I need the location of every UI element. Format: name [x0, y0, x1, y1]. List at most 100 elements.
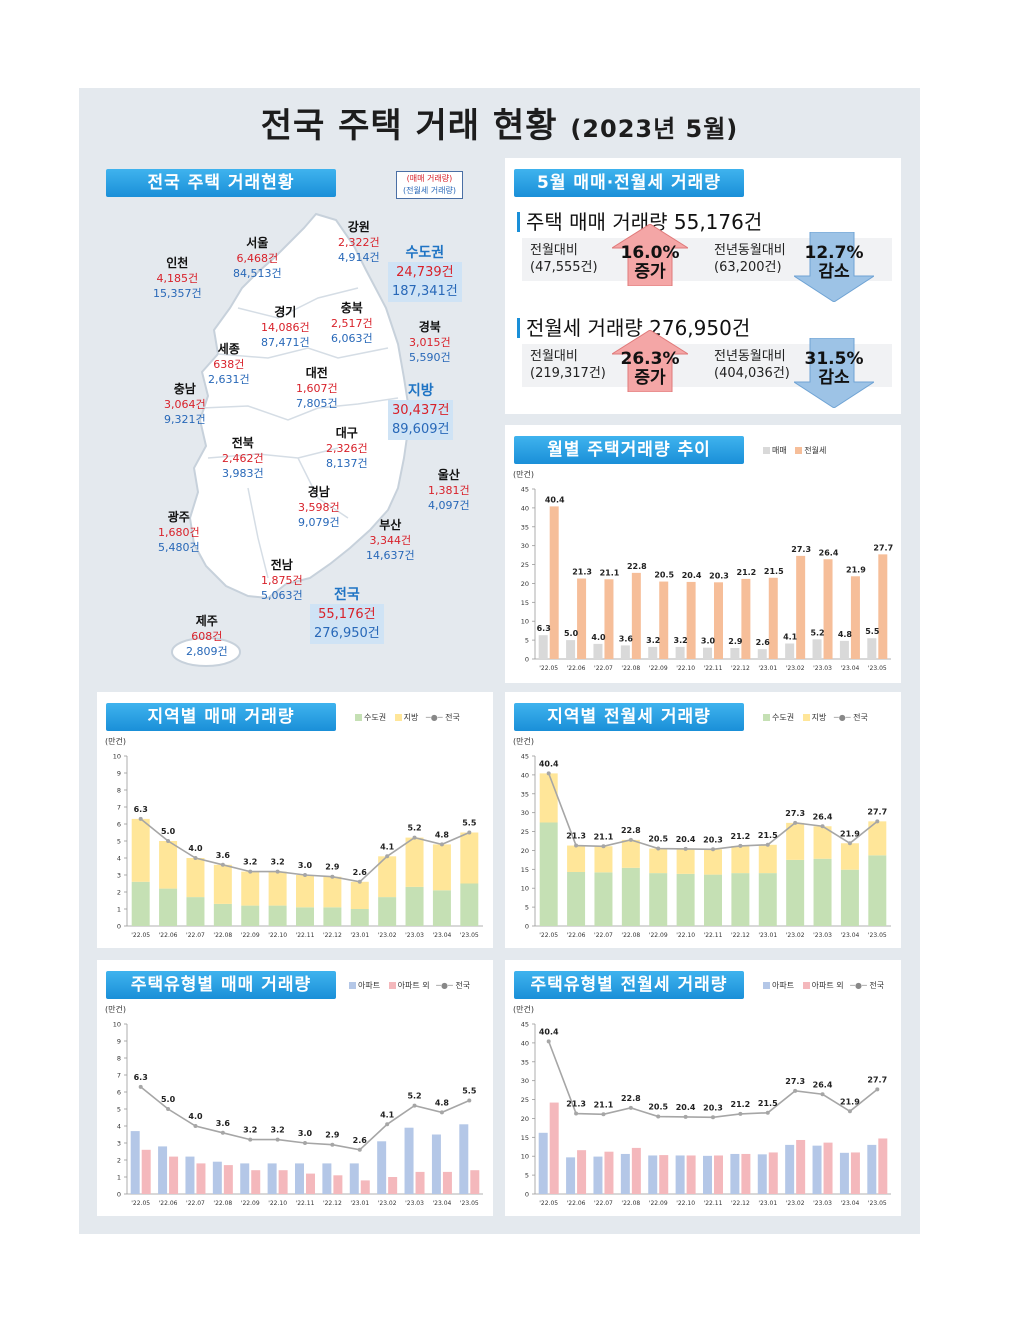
map-total-rent: 276,950건: [314, 626, 380, 641]
bar-수도권: [539, 822, 558, 926]
x-tick-label: '23.01: [758, 1200, 777, 1207]
total-data-label: 40.4: [539, 1027, 559, 1036]
total-point: [738, 1111, 743, 1116]
total-point: [467, 830, 472, 835]
x-tick-label: '22.07: [594, 932, 613, 939]
total-point: [574, 843, 579, 848]
total-point: [467, 1098, 472, 1103]
type-sale-chart-banner: 주택유형별 매매 거래량: [106, 971, 336, 999]
data-label-전월세: 27.7: [873, 543, 893, 552]
bar-아파트: [785, 1144, 795, 1194]
total-data-label: 26.4: [813, 812, 833, 821]
bar-아파트: [295, 1163, 304, 1194]
y-tick-label: 3: [117, 1140, 121, 1148]
bar-아파트: [839, 1152, 849, 1194]
map-region-rent: 84,513건: [233, 267, 282, 280]
total-point: [656, 1114, 661, 1119]
total-data-label: 27.3: [785, 1077, 805, 1086]
map-region-6: 세종 638건 2,631건: [208, 342, 250, 387]
total-point: [601, 1112, 606, 1117]
region-rent-chart-legend: 수도권 지방 ─●─ 전국: [757, 712, 868, 723]
total-point: [574, 1111, 579, 1116]
map-panel: 전국 주택 거래현황 (매매 거래량) (전월세 거래량) 인천 4,185건 15…: [98, 158, 494, 682]
x-tick-label: '23.04: [841, 1200, 860, 1207]
total-data-label: 20.3: [703, 835, 723, 844]
map-region-14: 부산 3,344건 14,637건: [366, 518, 415, 563]
total-point: [683, 1114, 688, 1119]
bar-전월세: [741, 578, 751, 659]
bar-아파트: [867, 1144, 877, 1194]
y-tick-label: 45: [521, 1021, 529, 1029]
total-point: [220, 862, 225, 867]
bar-아파트 외: [251, 1170, 261, 1194]
bar-매매: [730, 648, 740, 659]
data-label-매매: 3.2: [646, 636, 660, 645]
total-point: [765, 842, 770, 847]
type-sale-chart: (만건) 0 1 2 3 4 5 6 7 8 9 10 '22.05 '22.06 '22.07 '22.08…: [105, 1004, 483, 1207]
bar-수도권: [649, 873, 668, 926]
total-point: [357, 879, 362, 884]
x-tick-label: '23.01: [350, 932, 369, 939]
total-data-label: 3.2: [271, 858, 285, 867]
total-data-label: 20.5: [648, 835, 668, 844]
y-tick-label: 30: [521, 542, 529, 550]
x-tick-label: '23.05: [868, 1200, 887, 1207]
data-label-전월세: 21.9: [846, 565, 866, 574]
x-tick-label: '22.07: [186, 1200, 205, 1207]
total-data-label: 22.8: [621, 826, 641, 835]
map-region-sale: 1,875건: [261, 574, 303, 587]
chart-unit-label: (만건): [105, 1004, 126, 1014]
rent-heading: 전월세 거래량 276,950건: [517, 312, 750, 341]
y-tick-label: 4: [117, 1123, 121, 1131]
sale-mom-pct: 16.0% 증가: [620, 243, 680, 282]
data-label-전월세: 40.4: [545, 495, 565, 504]
y-tick-label: 5: [525, 1172, 529, 1180]
map-region-sale: 3,344건: [369, 534, 412, 547]
x-tick-label: '22.08: [621, 665, 640, 672]
y-tick-label: 8: [117, 787, 121, 795]
y-tick-label: 10: [113, 1021, 121, 1029]
total-point: [193, 1124, 198, 1128]
map-region-name: 제주: [195, 614, 218, 628]
map-region-1: 서울 6,468건 84,513건: [233, 236, 282, 281]
y-tick-label: 25: [521, 561, 529, 569]
bar-매매: [566, 640, 576, 659]
map-region-sale: 6,468건: [236, 252, 279, 265]
x-tick-label: '22.06: [567, 665, 586, 672]
total-data-label: 26.4: [813, 1080, 833, 1089]
map-region-name: 경북: [418, 320, 441, 334]
x-tick-label: '22.05: [539, 665, 558, 672]
bar-지방: [268, 871, 287, 906]
bar-수도권: [460, 883, 479, 926]
x-tick-label: '22.06: [567, 1200, 586, 1207]
total-data-label: 5.2: [407, 824, 421, 833]
data-label-전월세: 21.1: [600, 568, 620, 577]
y-tick-label: 5: [525, 904, 529, 912]
map-region-name: 충남: [173, 382, 196, 396]
data-label-전월세: 22.8: [627, 562, 647, 571]
total-data-label: 21.3: [566, 1100, 586, 1109]
total-point: [765, 1110, 770, 1115]
bar-아파트 외: [388, 1177, 398, 1194]
total-data-label: 20.4: [676, 835, 696, 844]
bar-아파트 외: [577, 1150, 587, 1194]
bar-아파트 외: [741, 1153, 751, 1194]
x-tick-label: '22.12: [323, 1200, 342, 1207]
total-point: [412, 1103, 417, 1108]
total-point: [220, 1130, 225, 1135]
x-tick-label: '22.09: [241, 1200, 260, 1207]
data-label-매매: 4.1: [783, 633, 798, 642]
bar-전월세: [823, 559, 833, 659]
map-region-rent: 3,983건: [222, 467, 264, 480]
total-data-label: 21.2: [731, 1100, 751, 1109]
rent-mom-pct: 26.3% 증가: [620, 349, 680, 388]
map-region-name: 대전: [305, 366, 328, 380]
y-tick-label: 9: [117, 1038, 121, 1046]
map-region-name: 대구: [335, 426, 358, 440]
data-label-매매: 3.0: [701, 637, 716, 646]
map-total-1: 지방 30,437건 89,609건: [388, 380, 454, 440]
bar-아파트 외: [768, 1152, 778, 1194]
bar-아파트: [377, 1141, 387, 1194]
total-point: [248, 1137, 253, 1142]
bar-아파트 외: [631, 1147, 641, 1194]
